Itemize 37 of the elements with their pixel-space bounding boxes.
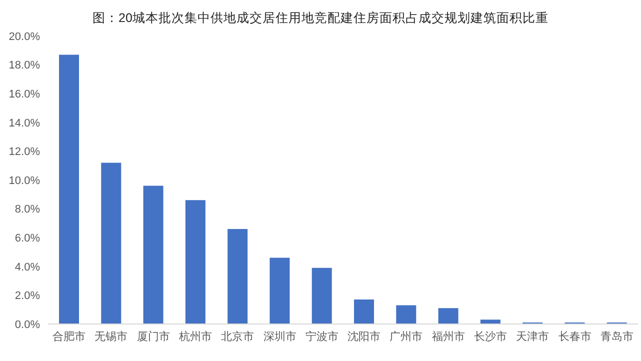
x-tick-label: 厦门市 <box>136 330 170 343</box>
x-tick-label: 深圳市 <box>263 330 296 343</box>
bar <box>59 54 79 324</box>
bar <box>396 305 416 324</box>
bar <box>312 268 332 324</box>
y-tick-label: 12.0% <box>8 146 40 158</box>
y-tick-label: 2.0% <box>14 290 40 302</box>
bar <box>185 200 206 324</box>
bar <box>270 258 290 324</box>
x-tick-label: 合肥市 <box>52 330 86 343</box>
y-tick-label: 4.0% <box>14 261 40 274</box>
x-tick-label: 北京市 <box>221 330 254 343</box>
y-tick-label: 18.0% <box>8 60 40 72</box>
x-tick-label: 杭州市 <box>178 330 212 343</box>
x-tick-label: 广州市 <box>390 330 423 343</box>
x-tick-label: 长春市 <box>558 330 592 343</box>
y-tick-label: 6.0% <box>14 232 40 245</box>
x-tick-label: 无锡市 <box>94 330 128 343</box>
y-tick-label: 20.0% <box>8 30 40 43</box>
bar <box>143 186 164 324</box>
bar <box>354 300 374 324</box>
y-tick-label: 8.0% <box>14 204 40 216</box>
chart-title: 图：20城本批次集中供地成交居住用地竞配建住房面积占成交规划建筑面积比重 <box>92 10 550 27</box>
x-tick-label: 宁波市 <box>305 330 338 343</box>
x-tick-label: 青岛市 <box>600 330 634 343</box>
x-tick-label: 天津市 <box>516 330 550 343</box>
x-tick-label: 长沙市 <box>474 330 507 343</box>
x-tick-label: 福州市 <box>432 330 465 343</box>
y-tick-label: 10.0% <box>8 174 40 187</box>
y-tick-label: 0.0% <box>14 318 40 331</box>
bar <box>101 162 122 324</box>
y-tick-label: 14.0% <box>8 117 40 130</box>
bar <box>480 320 500 324</box>
x-tick-label: 沈阳市 <box>348 330 381 343</box>
y-tick-label: 16.0% <box>8 88 40 101</box>
bar <box>228 228 248 324</box>
bar <box>438 308 458 324</box>
